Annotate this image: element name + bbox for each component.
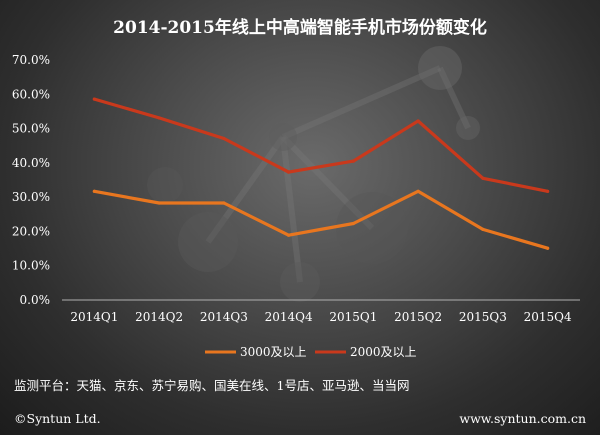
x-tick-label: 2015Q1: [329, 310, 377, 324]
y-axis-ticks: 0.0% 10.0% 20.0% 30.0% 40.0% 50.0% 60.0% 70.0%: [12, 53, 50, 307]
series-1-point: [92, 189, 96, 193]
x-tick-label: 2014Q2: [135, 310, 183, 324]
x-tick-label: 2015Q3: [459, 310, 507, 324]
y-tick-label: 60.0%: [12, 87, 50, 101]
series-2-point: [351, 159, 355, 163]
series-1-point: [157, 201, 161, 205]
series-lines: [92, 97, 550, 250]
legend-label-series-1: 3000及以上: [240, 345, 307, 359]
series-2-point: [546, 189, 550, 193]
series-1-point: [287, 233, 291, 237]
series-1-point: [416, 189, 420, 193]
y-tick-label: 30.0%: [12, 190, 50, 204]
y-tick-label: 70.0%: [12, 53, 50, 67]
series-2-point: [222, 136, 226, 141]
series-2-point: [481, 176, 485, 180]
series-1-point: [481, 227, 485, 231]
x-tick-label: 2015Q2: [394, 310, 442, 324]
series-1-point: [222, 201, 226, 205]
x-axis-ticks: 2014Q1 2014Q2 2014Q3 2014Q4 2015Q1 2015Q2 2015…: [70, 310, 572, 324]
y-tick-label: 40.0%: [12, 156, 50, 170]
x-tick-label: 2015Q4: [524, 310, 572, 324]
legend: 3000及以上 2000及以上: [205, 345, 417, 359]
x-tick-label: 2014Q4: [265, 310, 313, 324]
series-1-point: [351, 221, 355, 226]
y-tick-label: 20.0%: [12, 224, 50, 238]
y-tick-label: 50.0%: [12, 122, 50, 136]
website-url: www.syntun.com.cn: [459, 411, 586, 426]
series-1-point: [546, 246, 550, 250]
chart-title: 2014-2015年线上中高端智能手机市场份额变化: [113, 17, 487, 38]
background-network-graphic: [147, 46, 480, 302]
series-2-point: [157, 116, 161, 120]
series-2-point: [416, 119, 420, 123]
copyright-text: ©Syntun Ltd.: [14, 411, 101, 426]
series-2-point: [92, 97, 96, 101]
y-tick-label: 10.0%: [12, 259, 50, 273]
series-2-point: [287, 170, 291, 174]
y-tick-label: 0.0%: [20, 293, 51, 307]
x-tick-label: 2014Q1: [70, 310, 118, 324]
series-line-1: [92, 189, 550, 250]
legend-label-series-2: 2000及以上: [350, 345, 417, 359]
monitoring-platforms-note: 监测平台：天猫、京东、苏宁易购、国美在线、1号店、亚马逊、当当网: [14, 378, 409, 393]
x-tick-label: 2014Q3: [200, 310, 248, 324]
series-line-2: [92, 97, 550, 193]
